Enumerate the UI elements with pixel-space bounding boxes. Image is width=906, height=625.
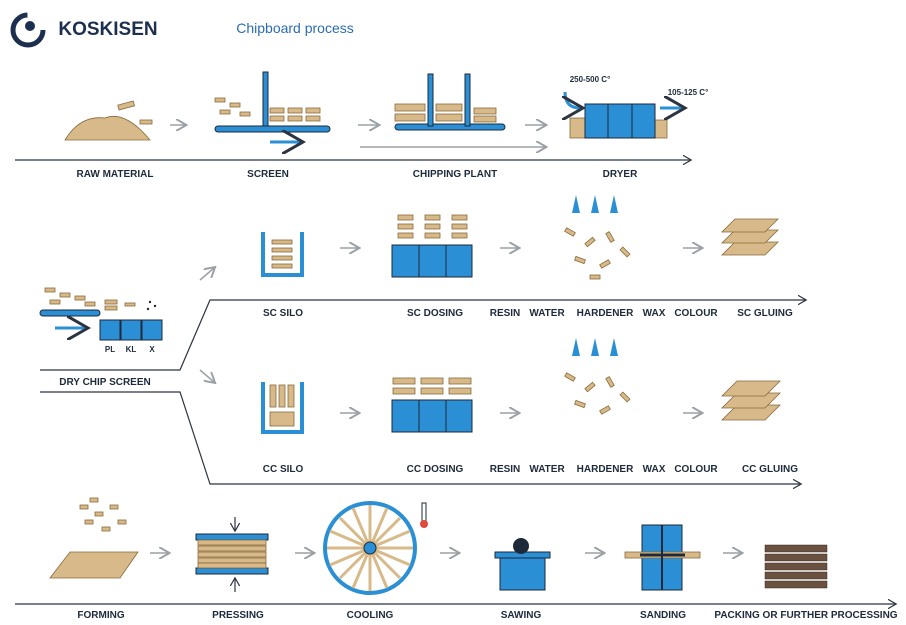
bin-label: X [149,345,155,354]
row3-illustrations [49,497,828,595]
step-label: CHIPPING PLANT [413,169,497,180]
step-label: CC DOSING [407,464,464,475]
additive-label: RESIN [490,308,521,319]
bin-label: KL [126,345,137,354]
step-label: SC GLUING [737,308,793,319]
additive-label: COLOUR [674,464,718,475]
step-label: RAW MATERIAL [76,169,153,180]
additive-label: WATER [529,308,565,319]
logo-text: KOSKISEN [58,19,157,40]
sc-cc-illustrations [261,195,781,434]
step-label: SANDING [640,610,686,621]
step-label: FORMING [77,610,124,621]
additive-label: WATER [529,464,565,475]
flow-line [40,300,805,371]
additive-label: HARDENER [577,464,634,475]
dryer-temp-out: 105-125 C° [668,88,709,97]
dryer-temp-in: 250-500 C° [570,75,611,84]
additive-label: WAX [643,308,666,319]
step-label: SC SILO [263,308,303,319]
step-label: CC SILO [263,464,304,475]
page-title: Chipboard process [236,20,354,36]
additive-label: HARDENER [577,308,634,319]
additive-label: WAX [643,464,666,475]
step-label: SC DOSING [407,308,463,319]
logo-icon [10,12,46,48]
step-label: PACKING OR FURTHER PROCESSING [714,610,897,621]
arrow [199,369,214,382]
bin-label: PL [105,345,115,354]
step-label: PRESSING [212,610,264,621]
step-label: COOLING [347,610,394,621]
step-label: SAWING [501,610,542,621]
step-label: CC GLUING [742,464,798,475]
arrow [199,268,214,281]
step-label: DRYER [603,169,638,180]
step-label: SCREEN [247,169,289,180]
additive-label: COLOUR [674,308,718,319]
flow-line [40,391,800,484]
additive-label: RESIN [490,464,521,475]
row1-illustrations [64,71,682,147]
dry-chip-screen-illustration [39,287,163,341]
step-label: DRY CHIP SCREEN [59,377,151,388]
